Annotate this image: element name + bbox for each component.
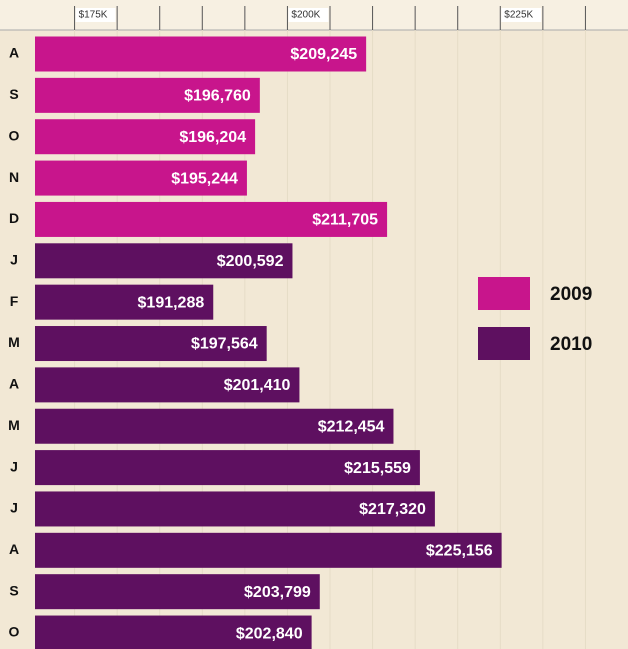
bar: [35, 491, 435, 527]
tick-label-box: [288, 8, 329, 22]
bar: [35, 243, 293, 279]
y-tick-label: M: [8, 417, 20, 433]
bar: [35, 326, 267, 362]
y-tick-label: D: [9, 210, 19, 226]
bar: [35, 615, 312, 649]
legend-label: 2009: [550, 284, 592, 305]
bar: [35, 36, 367, 72]
bar: [35, 408, 394, 444]
bar: [35, 532, 502, 568]
data-label: $196,760: [184, 88, 251, 105]
data-label: $217,320: [359, 501, 426, 518]
tick-label-box: [501, 8, 542, 22]
data-label: $201,410: [224, 377, 291, 394]
x-tick-label: $225K: [504, 10, 533, 21]
data-label: $211,705: [312, 212, 378, 229]
y-tick-label: M: [8, 334, 20, 350]
y-tick-label: A: [9, 376, 19, 392]
data-label: $200,592: [217, 253, 284, 270]
y-tick-label: F: [10, 293, 19, 309]
data-label: $191,288: [138, 294, 205, 311]
legend-swatch: [478, 327, 530, 360]
bar: [35, 201, 388, 237]
bar: [35, 160, 247, 196]
x-tick-label: $200K: [291, 10, 320, 21]
bar: [35, 284, 214, 320]
y-tick-label: J: [10, 458, 18, 474]
data-label: $212,454: [318, 418, 385, 435]
y-tick-label: A: [9, 45, 19, 61]
data-label: $196,204: [179, 129, 246, 146]
legend-label: 2010: [550, 334, 592, 355]
data-label: $203,799: [244, 584, 311, 601]
y-tick-label: J: [10, 500, 18, 516]
x-tick-label: $175K: [79, 10, 108, 21]
y-tick-label: S: [9, 86, 18, 102]
y-tick-label: J: [10, 252, 18, 268]
bar: [35, 574, 320, 610]
data-label: $195,244: [171, 170, 238, 187]
legend-swatch: [478, 277, 530, 310]
bar: [35, 450, 420, 486]
y-tick-label: N: [9, 169, 19, 185]
bar: [35, 367, 300, 403]
data-label: $215,559: [344, 460, 411, 477]
data-label: $197,564: [191, 336, 258, 353]
data-label: $209,245: [290, 46, 357, 63]
tick-label-box: [75, 8, 116, 22]
y-tick-label: O: [9, 624, 20, 640]
bar: [35, 119, 256, 155]
y-tick-label: A: [9, 541, 19, 557]
y-tick-label: S: [9, 582, 18, 598]
data-label: $202,840: [236, 625, 303, 642]
bar: [35, 77, 260, 113]
y-tick-label: O: [9, 127, 20, 143]
data-label: $225,156: [426, 543, 493, 560]
